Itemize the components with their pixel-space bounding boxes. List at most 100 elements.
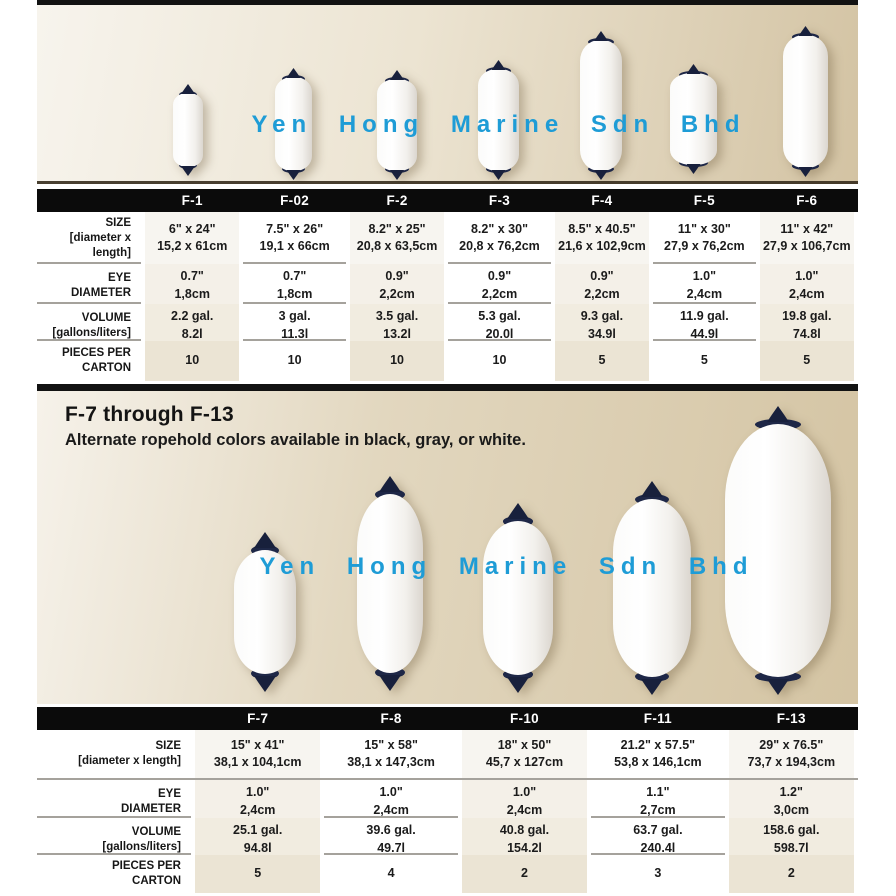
pieces-value: 3 (654, 866, 662, 881)
eye-inches: 1.0" (379, 785, 403, 799)
volume-liters: 13.2l (383, 326, 411, 341)
column-header-f6: F-6 (796, 193, 818, 208)
eye-inches: 0.9" (487, 269, 512, 283)
eye-cm: 2,2cm (481, 286, 518, 301)
fender-f1-image (173, 84, 203, 176)
volume-cell-f8: 39.6 gal. 49.7l (324, 818, 457, 861)
spec-table-f1-f6: F-1 F-02 F-2 F-3 F-4 F-5 F-6 SIZE [diame… (37, 189, 858, 381)
eye-inches: 1.0" (512, 785, 537, 799)
column-header-f2: F-2 (386, 193, 408, 208)
eye-inches: 1.2" (779, 785, 803, 799)
fender-body (613, 499, 691, 677)
fender-body (173, 93, 203, 167)
volume-cell-f6: 19.8 gal. 74.8l (755, 304, 858, 347)
volume-gallons: 9.3 gal. (580, 309, 624, 323)
eye-cell-f02: 0.7" 1,8cm (243, 264, 345, 307)
row-label-size: SIZE [diameter x length] (37, 730, 191, 778)
row-label-line: PIECES PER (111, 860, 181, 872)
eye-cm: 2,4cm (789, 286, 825, 301)
fender-bottom-tip-icon (379, 675, 401, 691)
eye-cm: 2,4cm (239, 802, 276, 817)
pieces-cell-f6: 5 (755, 341, 858, 381)
volume-gallons: 3.5 gal. (375, 309, 419, 323)
page-content: Yen Hong Marine Sdn Bhd F-1 F-02 F-2 F-3… (37, 0, 858, 893)
spec-table-f7-f13: F-7 F-8 F-10 F-11 F-13 SIZE [diameter x … (37, 707, 858, 893)
volume-gallons: 3 gal. (278, 309, 311, 323)
eye-cm: 1,8cm (174, 286, 210, 301)
volume-cell-f02: 3 gal. 11.3l (243, 304, 345, 347)
column-header-f1: F-1 (181, 193, 203, 208)
size-cell-f2: 8.2" x 25" 20,8 x 63,5cm (345, 212, 449, 265)
fender-body (357, 494, 423, 673)
eye-cell-f11: 1.1" 2,7cm (591, 780, 724, 823)
row-label-line: [gallons/liters] (52, 326, 131, 339)
size-cm: 53,8 x 146,1cm (614, 755, 702, 769)
eye-inches: 1.0" (246, 785, 270, 799)
fender-bottom-tip-icon (686, 164, 701, 174)
fender-bottom-tip-icon (254, 676, 276, 692)
fender-body (377, 79, 417, 171)
fender-f3-image (478, 60, 519, 180)
size-cell-f6: 11" x 42" 27,9 x 106,7cm (755, 212, 858, 265)
row-label-line: CARTON (132, 874, 181, 887)
pieces-value: 2 (521, 866, 528, 881)
pieces-cell-f3: 10 (448, 341, 550, 381)
eye-cell-f4: 0.9" 2,2cm (550, 264, 654, 307)
fender-f02-image (275, 68, 312, 180)
volume-gallons: 5.3 gal. (478, 309, 521, 323)
volume-cell-f5: 11.9 gal. 44.9l (653, 304, 755, 347)
column-header-f5: F-5 (693, 193, 715, 208)
eye-cell-f5: 1.0" 2,4cm (653, 264, 755, 307)
fender-body (725, 424, 831, 677)
eye-cell-f8: 1.0" 2,4cm (324, 780, 457, 823)
volume-cell-f2: 3.5 gal. 13.2l (345, 304, 449, 347)
pieces-cell-f2: 10 (345, 341, 449, 381)
row-label-line: DIAMETER (70, 286, 131, 299)
volume-liters: 11.3l (281, 326, 309, 341)
fender-top-tip-icon (181, 84, 195, 94)
row-label-volume: VOLUME [gallons/liters] (37, 818, 191, 861)
watermark-text: Yen Hong Marine Sdn Bhd (259, 553, 754, 580)
pieces-cell-f10: 2 (457, 855, 592, 893)
size-inches: 29" x 76.5" (759, 737, 824, 752)
size-cell-f3: 8.2" x 30" 20,8 x 76,2cm (448, 212, 550, 265)
row-label-line: [diameter x (69, 231, 131, 244)
column-header-f3: F-3 (488, 193, 511, 208)
volume-cell-f1: 2.2 gal. 8.2l (141, 304, 244, 347)
fender-top-tip-icon (641, 481, 663, 497)
volume-cell-f4: 9.3 gal. 34.9l (550, 304, 654, 347)
eye-inches: 0.9" (590, 269, 614, 283)
fender-top-tip-icon (286, 68, 301, 78)
size-row: SIZE [diameter x length] 15" x 41" 38,1 x… (37, 730, 858, 778)
size-cell-f11: 21.2" x 57.5" 53,8 x 146,1cm (591, 730, 724, 778)
size-cell-f1: 6" x 24" 15,2 x 61cm (141, 212, 244, 265)
size-cell-f4: 8.5" x 40.5" 21,6 x 102,9cm (550, 212, 654, 265)
eye-cm: 3,0cm (773, 802, 810, 817)
fender-bottom-tip-icon (641, 679, 663, 695)
row-label-line: CARTON (82, 362, 131, 374)
pieces-value: 5 (700, 353, 708, 368)
pieces-value: 10 (390, 353, 405, 368)
pieces-cell-f4: 5 (550, 341, 654, 381)
fender-top-tip-icon (254, 532, 276, 548)
eye-cell-f13: 1.2" 3,0cm (724, 780, 858, 823)
column-header-f02: F-02 (280, 193, 310, 208)
fender-body (580, 40, 622, 171)
volume-gallons: 25.1 gal. (233, 823, 283, 837)
volume-liters: 598.7l (773, 840, 809, 855)
pieces-cell-f5: 5 (653, 341, 755, 381)
fender-f13-image (725, 406, 831, 695)
eye-cell-f3: 0.9" 2,2cm (448, 264, 550, 307)
size-cm: 27,9 x 106,7cm (762, 239, 851, 254)
fender-top-tip-icon (767, 406, 789, 422)
size-cell-f7: 15" x 41" 38,1 x 104,1cm (191, 730, 325, 778)
size-cm: 20,8 x 76,2cm (459, 239, 540, 254)
pieces-cell-f1: 10 (141, 341, 244, 381)
fender-body (234, 550, 296, 674)
section-title: F-7 through F-13 (65, 403, 234, 426)
row-label-size: SIZE [diameter x length] (37, 212, 141, 265)
eye-cm: 1,8cm (276, 286, 313, 301)
pieces-per-carton-row: PIECES PER CARTON 5 4 2 3 2 (37, 853, 858, 893)
size-inches: 18" x 50" (497, 737, 552, 752)
